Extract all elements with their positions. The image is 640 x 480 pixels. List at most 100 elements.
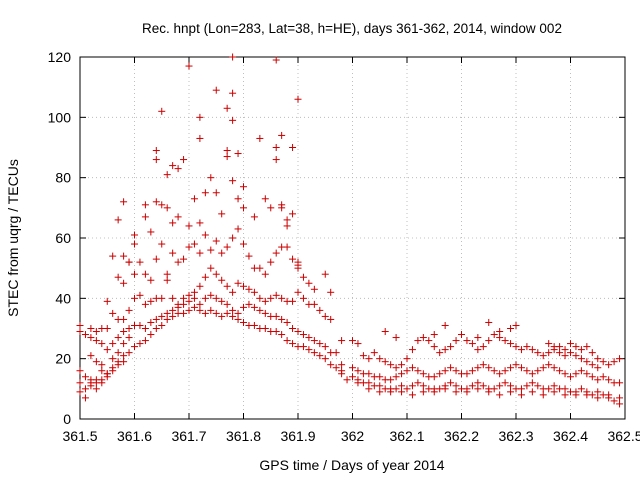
data-point <box>185 306 193 314</box>
data-point <box>316 340 324 348</box>
data-point <box>131 270 138 278</box>
data-point <box>272 291 280 299</box>
data-point <box>109 367 117 375</box>
data-point <box>507 340 515 348</box>
data-point <box>338 337 346 345</box>
data-point <box>212 237 220 245</box>
data-point <box>468 382 476 390</box>
data-point <box>485 388 493 396</box>
data-point <box>272 328 280 336</box>
data-point <box>256 294 264 302</box>
data-point <box>425 337 433 345</box>
data-point <box>229 89 237 97</box>
data-point <box>180 300 188 308</box>
data-point <box>463 388 471 396</box>
data-point <box>131 231 138 239</box>
data-point <box>272 312 280 320</box>
data-point <box>523 367 531 375</box>
data-point <box>316 306 324 314</box>
data-point <box>229 234 237 242</box>
data-point <box>354 379 362 387</box>
data-point <box>278 131 286 139</box>
data-point <box>185 243 193 251</box>
data-point <box>76 328 84 336</box>
data-point <box>267 258 275 266</box>
data-point <box>365 385 373 393</box>
data-point <box>125 325 133 332</box>
data-point <box>441 367 449 375</box>
data-point <box>120 315 128 323</box>
data-point <box>196 134 204 142</box>
data-point <box>365 370 373 378</box>
data-point <box>223 153 231 161</box>
tick-layer: 361.5 361.6 361.7 361.8 361.9 362 362.1 362.2 36… <box>48 49 640 444</box>
y-tick-label: 20 <box>55 351 71 367</box>
data-point <box>196 300 204 308</box>
data-point <box>561 385 569 393</box>
data-point <box>550 364 558 372</box>
data-point <box>92 328 100 336</box>
data-point <box>534 382 542 390</box>
data-point <box>605 376 613 384</box>
data-point <box>403 367 411 375</box>
data-point <box>207 291 215 299</box>
x-tick-label: 361.8 <box>226 428 261 444</box>
data-point <box>381 358 389 366</box>
data-point <box>577 355 585 363</box>
data-point <box>190 294 198 302</box>
data-point <box>605 391 613 399</box>
data-point <box>594 355 602 363</box>
data-point <box>152 198 160 206</box>
data-point <box>299 294 307 302</box>
data-point <box>223 104 231 112</box>
data-point <box>114 273 122 281</box>
data-point <box>321 355 329 363</box>
data-point <box>109 340 117 348</box>
data-point <box>468 340 476 348</box>
data-point <box>218 276 226 284</box>
data-point <box>158 312 166 320</box>
data-point <box>207 246 215 254</box>
data-point <box>125 334 133 342</box>
data-point <box>577 385 585 393</box>
data-point <box>517 391 525 399</box>
data-point <box>577 367 585 375</box>
data-point <box>212 309 220 317</box>
data-point <box>234 309 242 317</box>
data-point <box>212 189 220 197</box>
data-point <box>283 243 291 251</box>
data-point <box>577 346 585 354</box>
data-point <box>588 361 596 369</box>
data-point <box>463 337 471 345</box>
data-point <box>190 303 198 311</box>
data-point <box>267 204 275 212</box>
data-point <box>196 249 204 257</box>
data-point <box>109 309 117 317</box>
data-point <box>599 358 607 366</box>
data-point <box>196 219 204 227</box>
data-point <box>240 303 247 311</box>
data-point <box>567 349 574 357</box>
data-point <box>305 279 313 287</box>
data-point <box>98 340 106 348</box>
data-point <box>147 331 155 339</box>
x-tick-label: 361.9 <box>280 428 315 444</box>
data-point <box>376 388 384 396</box>
data-point <box>218 297 226 305</box>
data-point <box>163 204 171 212</box>
data-point <box>512 361 520 369</box>
data-point <box>196 306 204 314</box>
data-point <box>120 328 128 336</box>
data-point <box>245 285 253 293</box>
data-point <box>583 343 591 351</box>
data-point <box>87 334 95 342</box>
y-axis-label: STEC from uqrg / TECUs <box>5 159 21 317</box>
data-point <box>605 361 613 369</box>
data-point <box>485 337 493 345</box>
data-point <box>125 258 133 266</box>
data-point <box>545 361 553 369</box>
data-point <box>354 367 362 375</box>
data-points <box>76 53 624 408</box>
y-tick-label: 40 <box>55 290 71 306</box>
data-point <box>261 297 269 305</box>
